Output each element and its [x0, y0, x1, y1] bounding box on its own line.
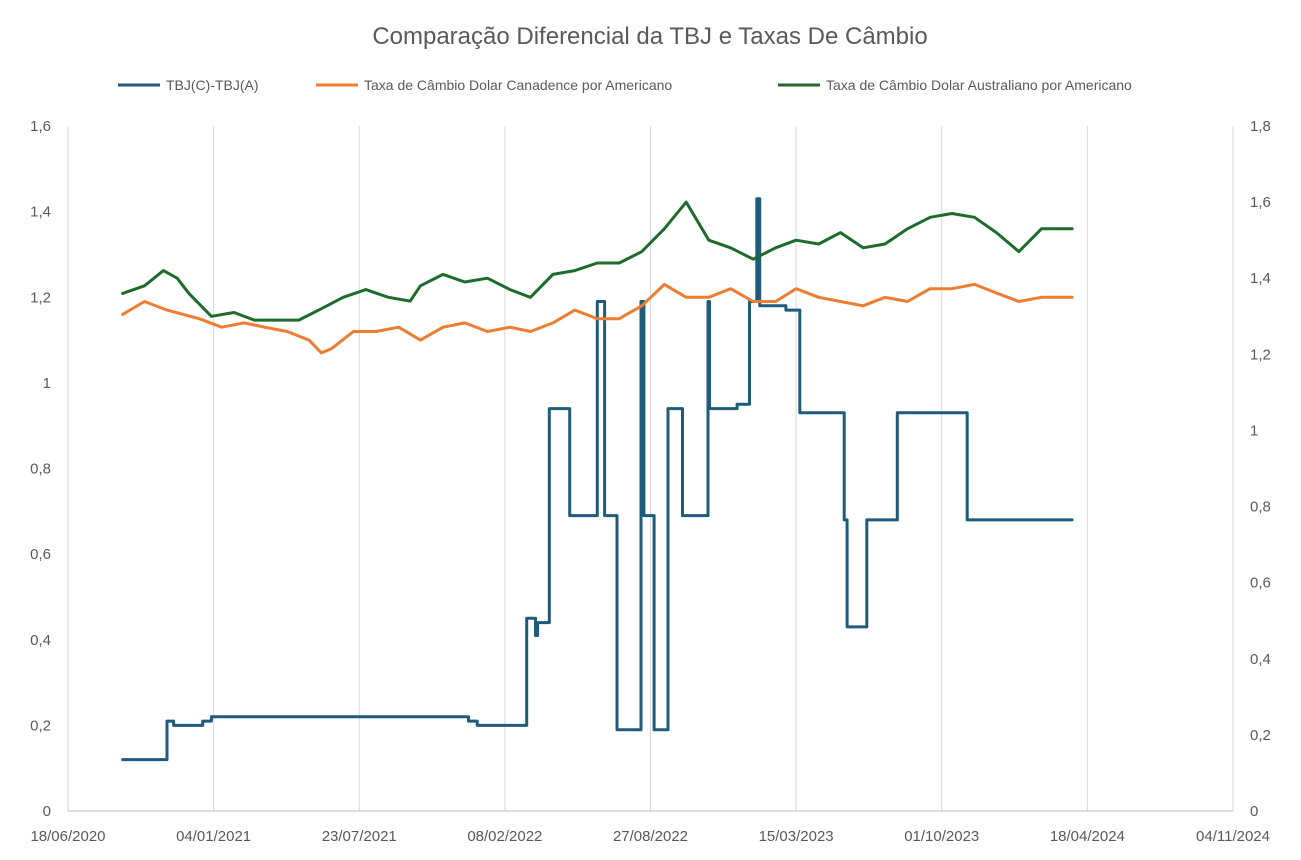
x-tick-label: 04/01/2021 — [176, 828, 251, 845]
y-left-tick-label: 1,4 — [30, 204, 51, 221]
y-left-tick-label: 1 — [43, 375, 51, 392]
y-right-tick-label: 1,8 — [1250, 118, 1271, 135]
legend-label: TBJ(C)-TBJ(A) — [166, 77, 259, 93]
series-line-1 — [121, 197, 1074, 762]
y-left-tick-label: 0 — [43, 803, 51, 820]
y-right-tick-label: 1,4 — [1250, 270, 1271, 287]
y-right-tick-label: 1,6 — [1250, 194, 1271, 211]
y-left-tick-label: 0,8 — [30, 461, 51, 478]
x-tick-label: 27/08/2022 — [613, 828, 688, 845]
gridlines — [67, 126, 1234, 811]
y-right-tick-label: 0 — [1250, 803, 1258, 820]
x-tick-label: 08/02/2022 — [467, 828, 542, 845]
series-group — [121, 197, 1074, 762]
x-tick-label: 15/03/2023 — [759, 828, 834, 845]
chart-title: Comparação Diferencial da TBJ e Taxas De… — [372, 23, 927, 50]
x-tick-label: 01/10/2023 — [904, 828, 979, 845]
x-tick-label: 04/11/2024 — [1196, 828, 1270, 845]
axes: 18/06/2020 04/01/2021 23/07/2021 08/02/2022… — [30, 118, 1271, 845]
y-right-tick-label: 0,8 — [1250, 499, 1271, 516]
y-right-tick-label: 1 — [1250, 422, 1258, 439]
y-right-tick-label: 1,2 — [1250, 346, 1271, 363]
series-line-2 — [121, 282, 1074, 355]
legend-label: Taxa de Câmbio Dolar Canadence por Ameri… — [364, 77, 672, 93]
y-right-tick-label: 0,6 — [1250, 575, 1271, 592]
x-tick-label: 18/06/2020 — [30, 828, 105, 845]
x-tick-label: 18/04/2024 — [1050, 828, 1125, 845]
x-tick-label: 23/07/2021 — [322, 828, 397, 845]
y-left-tick-label: 1,2 — [30, 289, 51, 306]
y-right-tick-label: 0,2 — [1250, 727, 1271, 744]
legend: TBJ(C)-TBJ(A) Taxa de Câmbio Dolar Canade… — [118, 77, 1132, 93]
series-line-3 — [121, 200, 1074, 322]
y-right-tick-label: 0,4 — [1250, 651, 1271, 668]
legend-label: Taxa de Câmbio Dolar Australiano por Ame… — [826, 77, 1132, 93]
y-left-tick-label: 0,2 — [30, 717, 51, 734]
y-left-tick-label: 0,6 — [30, 546, 51, 563]
y-left-tick-label: 0,4 — [30, 632, 51, 649]
y-left-tick-label: 1,6 — [30, 118, 51, 135]
